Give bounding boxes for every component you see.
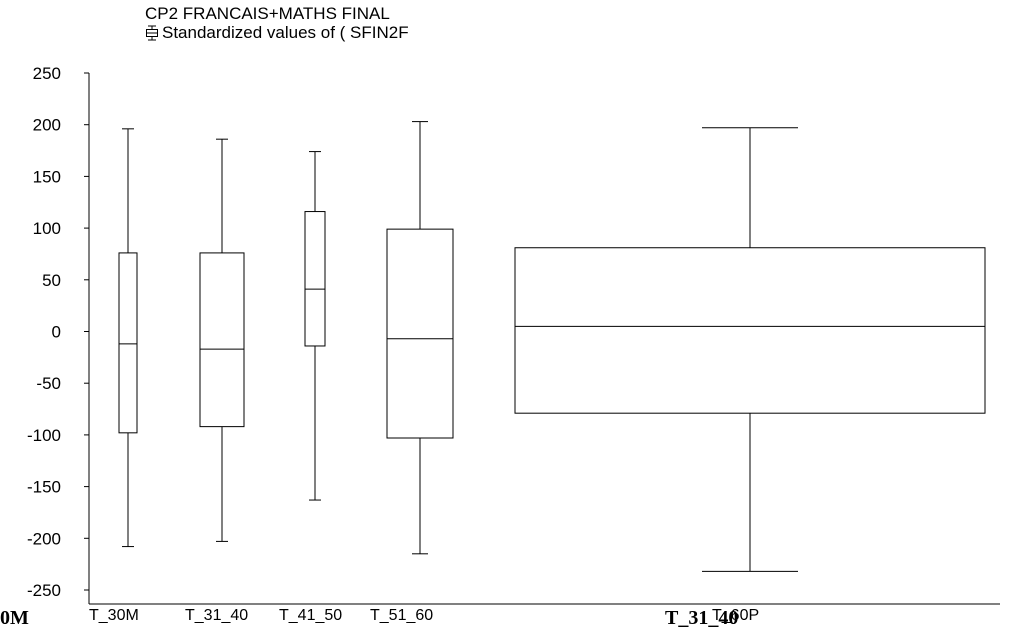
iqr-box [118, 252, 138, 434]
y-tick-label: -100 [27, 426, 61, 445]
y-tick-label: 100 [33, 219, 61, 238]
box-t-51-60 [386, 121, 454, 555]
chart-title-block: CP2 FRANCAIS+MATHS FINAL Standardized va… [145, 4, 409, 42]
footer-text-left: 0M [0, 607, 29, 629]
y-tick-label: -150 [27, 478, 61, 497]
y-tick-label: -200 [27, 529, 61, 548]
x-category-label: T_60P [712, 607, 759, 624]
chart-axes [88, 73, 1000, 605]
y-tick-label: 50 [42, 271, 61, 290]
y-tick-label: 0 [52, 323, 61, 342]
box-t-30m [118, 128, 138, 548]
legend-entry: Standardized values of ( SFIN2F [145, 23, 409, 42]
iqr-box [304, 211, 326, 347]
footer-text-right: T_31_40 [665, 607, 739, 629]
y-tick-label: -250 [27, 581, 61, 600]
y-tick-label: 250 [33, 64, 61, 83]
y-axis-ticks: 250 200 150 100 50 0 -50 -100 -150 -200 -250 [27, 64, 89, 600]
box-t-60p [514, 127, 986, 572]
box-t-41-50 [304, 151, 326, 501]
y-tick-label: 150 [33, 167, 61, 186]
iqr-box [514, 247, 986, 414]
chart-title: CP2 FRANCAIS+MATHS FINAL [145, 4, 390, 23]
box-t-31-40 [199, 138, 245, 542]
iqr-box [199, 252, 245, 428]
x-category-label: T_30M [89, 607, 139, 624]
y-tick-label: 200 [33, 116, 61, 135]
x-category-label: T_31_40 [185, 607, 248, 624]
x-axis-labels: T_30M T_31_40 T_41_50 T_51_60 T_60P [89, 607, 759, 624]
chart-subtitle: Standardized values of ( SFIN2F [162, 23, 409, 42]
x-category-label: T_51_60 [370, 607, 433, 624]
x-category-label: T_41_50 [279, 607, 342, 624]
y-tick-label: -50 [36, 374, 61, 393]
box-series [118, 121, 986, 572]
iqr-box [386, 228, 454, 439]
boxplot-glyph-icon [146, 25, 158, 40]
